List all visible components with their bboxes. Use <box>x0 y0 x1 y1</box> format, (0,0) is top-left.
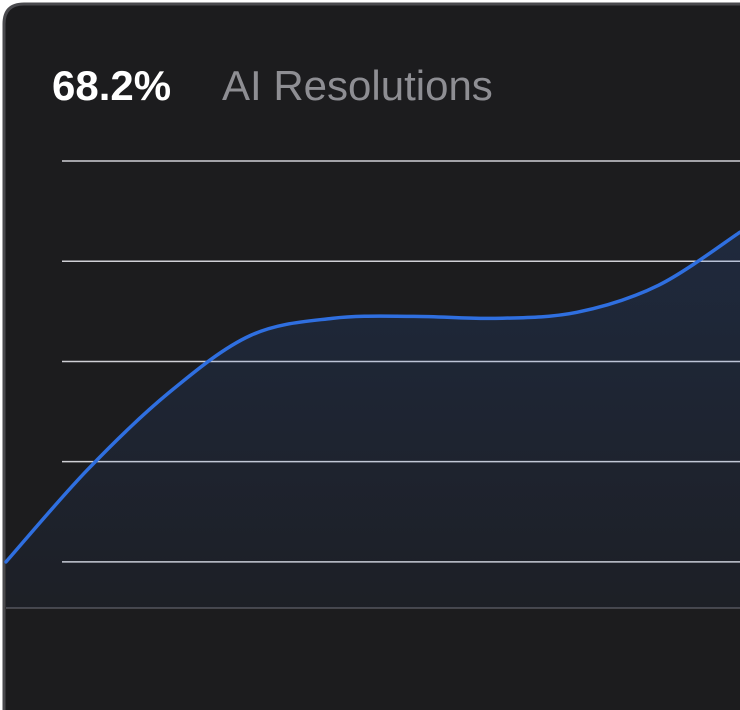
stat-value: 68.2% <box>52 62 171 109</box>
chart-title: AI Resolutions <box>222 62 493 109</box>
line <box>4 230 740 564</box>
plot <box>4 160 740 609</box>
area <box>6 232 740 609</box>
